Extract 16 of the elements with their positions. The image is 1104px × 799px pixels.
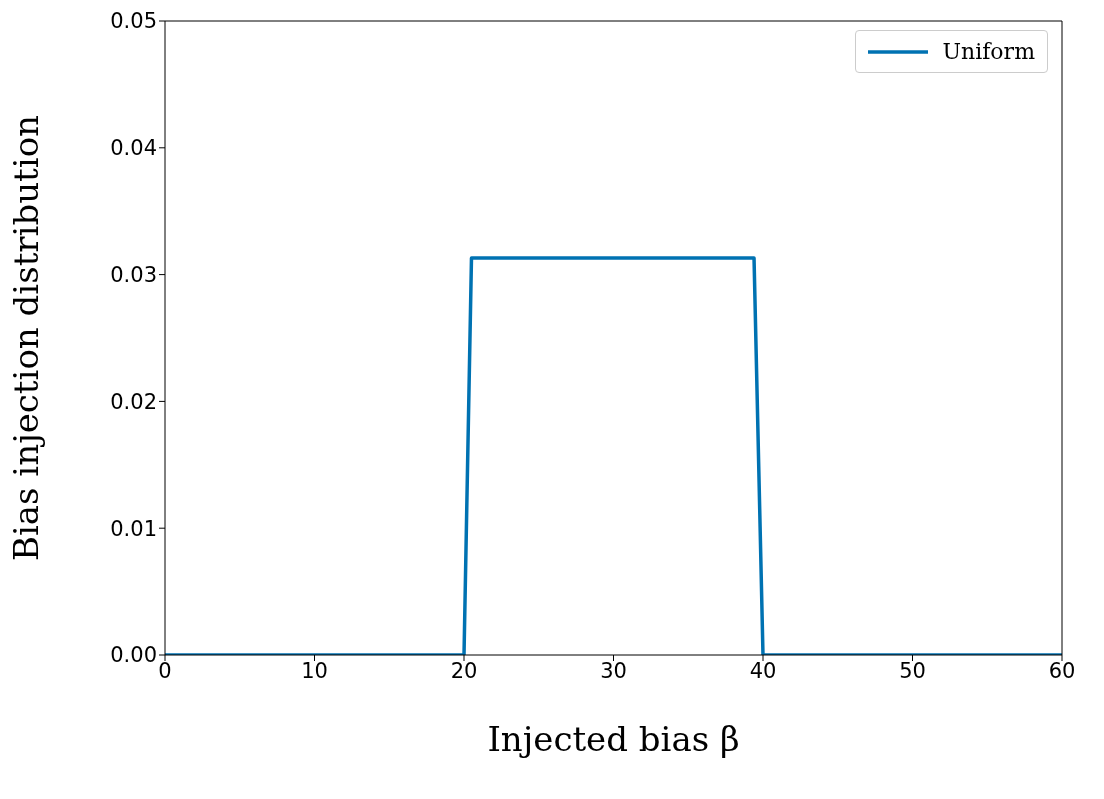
y-tick-label: 0.05 [110, 9, 157, 34]
x-tick-label: 10 [301, 658, 328, 683]
x-axis-title: Injected bias β [487, 719, 740, 759]
y-tick-label: 0.01 [110, 516, 157, 541]
y-tick-label: 0.03 [110, 263, 157, 288]
x-tick-label: 50 [899, 658, 926, 683]
y-axis-title: Bias injection distribution [6, 114, 47, 562]
y-tick-label: 0.04 [110, 136, 157, 161]
x-tick-label: 30 [600, 658, 627, 683]
x-tick-label: 20 [450, 658, 478, 683]
x-tick-label: 40 [749, 658, 777, 683]
x-tick-label: 60 [1048, 658, 1076, 683]
y-tick-label: 0.02 [110, 389, 157, 414]
x-tick-label: 0 [158, 658, 172, 683]
y-tick-label: 0.00 [110, 643, 157, 668]
legend-label: Uniform [942, 39, 1035, 64]
